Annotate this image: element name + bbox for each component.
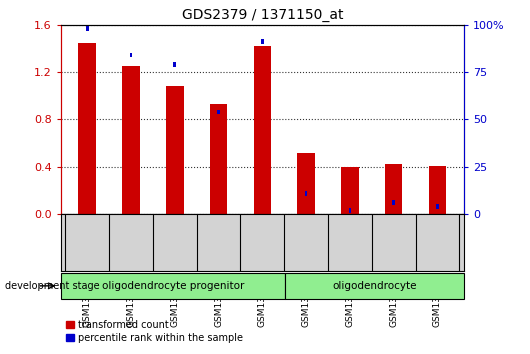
Bar [122,66,140,214]
Bar [392,200,395,205]
Bar [385,165,402,214]
Bar [297,153,315,214]
Bar [436,204,439,209]
Bar [173,62,176,67]
Bar [341,167,359,214]
Bar [253,46,271,214]
Bar [166,86,183,214]
Bar [86,26,89,31]
Bar [130,53,132,57]
Legend: transformed count, percentile rank within the sample: transformed count, percentile rank withi… [66,320,243,343]
Text: oligodendrocyte: oligodendrocyte [332,281,417,291]
Bar [429,166,446,214]
Bar [305,191,307,196]
Bar [78,42,96,214]
Bar [61,273,285,299]
Bar [349,208,351,213]
Text: development stage: development stage [5,281,100,291]
Bar [261,39,263,44]
Bar [210,104,227,214]
Bar [285,273,464,299]
Title: GDS2379 / 1371150_at: GDS2379 / 1371150_at [182,8,343,22]
Text: oligodendrocyte progenitor: oligodendrocyte progenitor [102,281,244,291]
Bar [217,109,220,114]
